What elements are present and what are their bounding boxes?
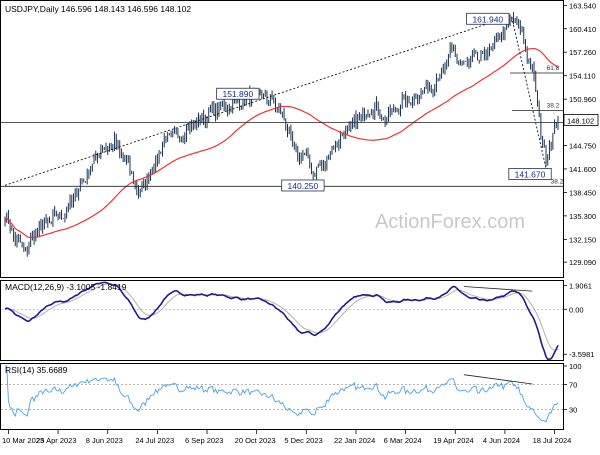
- price-y-axis: 163.540160.410157.260154.110150.960147.8…: [563, 1, 596, 267]
- x-tick-label: 25 Apr 2023: [36, 436, 76, 445]
- x-tick-label: 6 Mar 2024: [384, 436, 422, 445]
- x-tick-label: 4 Jun 2024: [483, 436, 520, 445]
- x-tick-label: 6 Sep 2023: [185, 436, 223, 445]
- macd-line: [4, 281, 559, 360]
- trendline: [4, 16, 507, 186]
- last-price-label: 148.102: [567, 116, 594, 125]
- rsi-line: [5, 365, 559, 423]
- x-tick-label: 24 Jul 2023: [135, 436, 174, 445]
- rsi-tick-label: 30: [569, 405, 577, 414]
- low-dec-label-text: 140.250: [288, 181, 319, 191]
- last-price-badge: [563, 114, 599, 126]
- price-tick-label: 141.600: [569, 165, 596, 174]
- high-2023-label: 151.890: [216, 87, 260, 100]
- low-recent-label-box: [508, 168, 552, 180]
- x-tick-label: 5 Dec 2023: [284, 436, 322, 445]
- fib-618-label: 61.8: [547, 65, 560, 72]
- low-recent-label-text: 141.670: [515, 169, 546, 179]
- macd-panel-header: MACD(12,26,9) -3.1005 -1.8419: [5, 282, 127, 292]
- x-tick-label: 10 Mar 2023: [2, 436, 44, 445]
- price-tick-label: 132.150: [569, 235, 596, 244]
- rsi-tick-label: 70: [569, 381, 577, 390]
- x-tick-label: 18 Jul 2024: [533, 436, 572, 445]
- price-panel-header: USDJPY,Daily 146.596 148.143 146.596 148…: [5, 4, 191, 14]
- fib-382-upper-label: 38.2: [547, 103, 560, 110]
- macd-panel-frame: [0, 280, 564, 361]
- macd-signal-line: [4, 283, 559, 351]
- low-recent-label: 141.670: [508, 168, 552, 180]
- macd-tick-label: -3.5981: [569, 350, 594, 359]
- macd-tick-label: 0.00: [569, 305, 584, 314]
- high-2024-label-box: [466, 12, 510, 25]
- price-tick-label: 135.300: [569, 212, 596, 221]
- price-tick-label: 129.090: [569, 258, 596, 267]
- low-dec-label: 140.250: [281, 179, 325, 192]
- svg-text:ActionForex.com: ActionForex.com: [375, 211, 525, 233]
- rsi-tick-label: 100: [569, 362, 582, 371]
- high-2023-label-box: [216, 87, 260, 100]
- macd-tick-label: 1.9061: [569, 281, 592, 290]
- price-tick-label: 144.750: [569, 141, 596, 150]
- price-tick-label: 138.450: [569, 188, 596, 197]
- x-tick-label: 8 Jun 2023: [86, 436, 123, 445]
- price-panel-frame: [0, 0, 564, 278]
- price-tick-label: 160.410: [569, 25, 596, 34]
- high-2024-label-text: 161.940: [472, 14, 503, 24]
- high-2024-label: 161.940: [466, 12, 510, 25]
- swing-line: [511, 17, 547, 169]
- moving-average-line: [4, 47, 559, 239]
- rsi-trendline: [463, 374, 533, 385]
- high-2023-label-text: 151.890: [222, 89, 253, 99]
- rsi-panel-header: RSI(14) 35.6689: [5, 365, 68, 375]
- watermark: ActionForex.com: [375, 211, 525, 233]
- low-dec-label-box: [281, 179, 325, 192]
- x-tick-label: 20 Oct 2023: [235, 436, 276, 445]
- price-tick-label: 163.540: [569, 1, 596, 10]
- fib-382-lower-label: 38.2: [551, 178, 564, 185]
- macd-trendline: [463, 286, 533, 292]
- x-tick-label: 19 Apr 2024: [433, 436, 473, 445]
- price-tick-label: 157.260: [569, 48, 596, 57]
- candles: [4, 11, 559, 257]
- price-tick-label: 154.110: [569, 72, 596, 81]
- price-tick-label: 150.960: [569, 95, 596, 104]
- rsi-panel-frame: [0, 363, 564, 430]
- x-tick-label: 22 Jan 2024: [334, 436, 375, 445]
